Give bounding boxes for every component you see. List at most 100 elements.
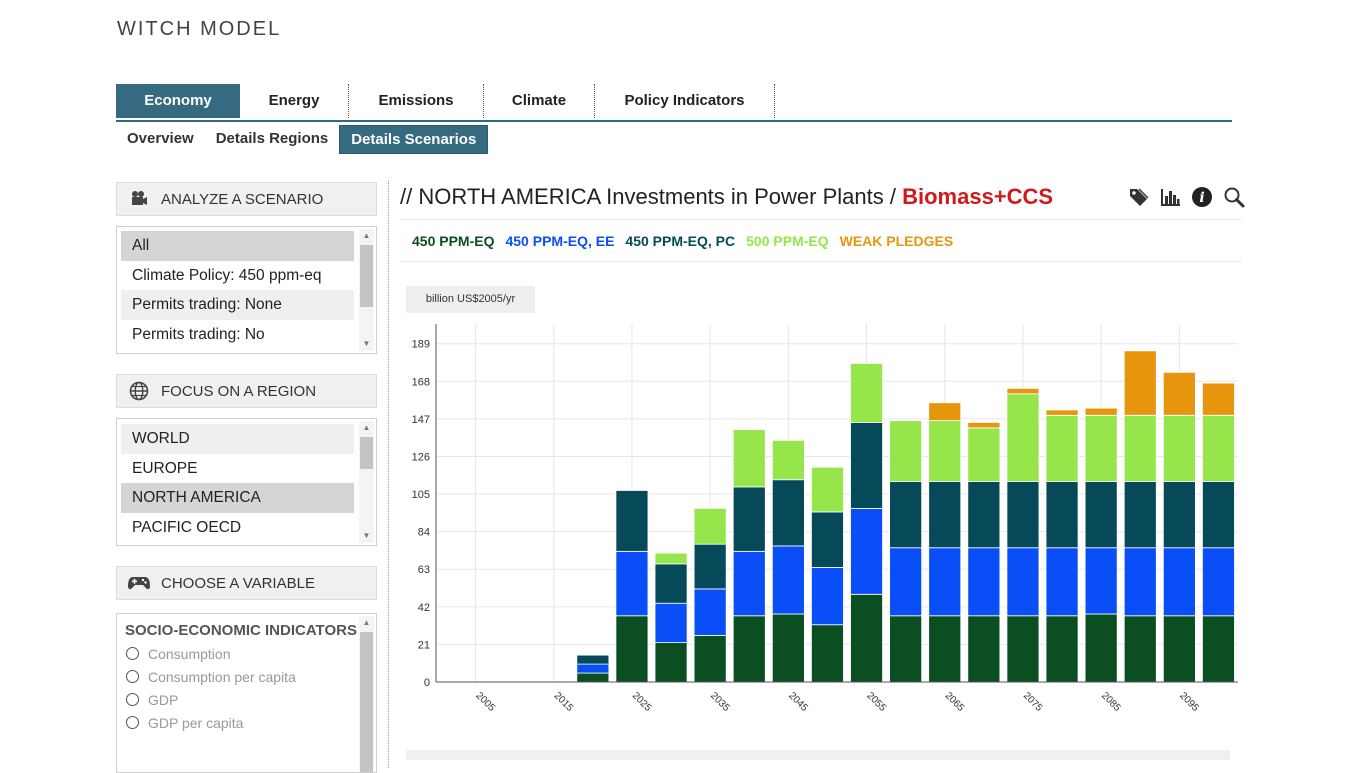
bar-segment-3: [928, 481, 962, 549]
bar-segment-2: [576, 663, 610, 674]
bar-segment-3: [1045, 481, 1079, 549]
chart-title-highlight: Biomass+CCS: [902, 184, 1054, 209]
bar-segment-3: [576, 654, 610, 665]
scroll-thumb[interactable]: [360, 245, 373, 307]
bar-segment-1: [615, 615, 649, 683]
chart-title: // NORTH AMERICA Investments in Power Pl…: [400, 184, 1053, 210]
region-scrollbar[interactable]: ▲ ▼: [359, 421, 374, 543]
legend-item-450-ppm-eq-pc[interactable]: 450 PPM-EQ, PC: [625, 233, 736, 249]
bar-segment-2: [1162, 547, 1196, 617]
bar-segment-3: [1202, 481, 1235, 549]
variable-scrollbar[interactable]: ▲: [359, 616, 374, 772]
scenario-list[interactable]: All Climate Policy: 450 ppm-eq Permits t…: [116, 226, 377, 354]
x-tick-label: 2085: [1099, 690, 1123, 714]
app-brand: WITCH MODEL: [117, 18, 282, 40]
tab-energy[interactable]: Energy: [240, 84, 349, 118]
region-list[interactable]: WORLD EUROPE NORTH AMERICA PACIFIC OECD …: [116, 418, 377, 546]
x-tick-label: 2035: [708, 690, 732, 714]
bar-segment-4: [1084, 414, 1118, 482]
scenario-item-all[interactable]: All: [121, 231, 354, 261]
radio-circle-icon[interactable]: [126, 647, 139, 660]
radio-gdp-per-capita[interactable]: GDP per capita: [117, 711, 376, 734]
chart-bars: [576, 350, 1235, 683]
subtab-details-scenarios[interactable]: Details Scenarios: [339, 125, 489, 154]
bar-segment-2: [1123, 547, 1157, 617]
scenario-scrollbar[interactable]: ▲ ▼: [359, 229, 374, 351]
bar-chart-icon[interactable]: [1158, 185, 1182, 209]
bar-segment-1: [732, 615, 766, 683]
region-item-north-america[interactable]: NORTH AMERICA: [121, 483, 354, 513]
bar-segment-4: [811, 466, 844, 513]
svg-text:i: i: [1199, 190, 1204, 206]
bar-segment-1: [576, 672, 610, 683]
subtab-details-regions[interactable]: Details Regions: [215, 130, 329, 147]
variable-list[interactable]: SOCIO-ECONOMIC INDICATORS Consumption Co…: [116, 613, 377, 773]
x-tick-label: 2065: [943, 690, 967, 714]
scroll-down-arrow-icon[interactable]: ▼: [362, 339, 371, 348]
scroll-thumb[interactable]: [360, 437, 373, 469]
radio-circle-icon[interactable]: [126, 670, 139, 683]
scenario-item-permits-none[interactable]: Permits trading: None: [121, 290, 354, 320]
scroll-down-arrow-icon[interactable]: ▼: [362, 531, 371, 540]
scenario-item-climate-policy[interactable]: Climate Policy: 450 ppm-eq: [132, 266, 322, 284]
zoom-icon[interactable]: [1222, 185, 1246, 209]
bar-segment-3: [967, 481, 1001, 549]
bar-segment-4: [850, 362, 883, 423]
info-icon[interactable]: i: [1190, 185, 1214, 209]
bar-segment-2: [654, 602, 688, 644]
x-tick-label: 2075: [1021, 690, 1045, 714]
x-tick-label: 2005: [473, 690, 497, 714]
region-section-title: FOCUS ON A REGION: [161, 382, 317, 400]
scroll-up-arrow-icon[interactable]: ▲: [362, 231, 371, 240]
bar-segment-1: [771, 613, 805, 683]
bar-segment-2: [1084, 547, 1118, 615]
stacked-bar-chart: 0 21 42 63 84 105 126 147 168 189 2005 2015 2025 2035…: [412, 324, 1238, 714]
bar-segment-4: [693, 507, 727, 545]
radio-circle-icon[interactable]: [126, 716, 139, 729]
x-tick-label: 2055: [864, 690, 888, 714]
scenario-item-permits-no[interactable]: Permits trading: No: [132, 325, 265, 343]
bar-segment-4: [967, 427, 1001, 482]
y-tick-label: 126: [412, 451, 430, 463]
tab-climate[interactable]: Climate: [484, 84, 595, 118]
scroll-up-arrow-icon[interactable]: ▲: [362, 423, 371, 432]
variable-group-label: SOCIO-ECONOMIC INDICATORS: [125, 622, 357, 639]
radio-consumption[interactable]: Consumption: [117, 642, 376, 665]
bar-segment-1: [928, 615, 962, 683]
bar-segment-2: [732, 550, 766, 617]
legend-item-450-ppm-eq-ee[interactable]: 450 PPM-EQ, EE: [505, 233, 615, 249]
region-item-world[interactable]: WORLD: [121, 424, 354, 454]
radio-circle-icon[interactable]: [126, 693, 139, 706]
radio-consumption-per-capita[interactable]: Consumption per capita: [117, 665, 376, 688]
bar-segment-1: [1162, 615, 1196, 683]
bar-segment-5: [1202, 382, 1235, 416]
bar-segment-2: [1006, 547, 1040, 617]
radio-label: GDP per capita: [148, 714, 244, 731]
bar-segment-3: [771, 479, 805, 547]
tab-emissions[interactable]: Emissions: [349, 84, 484, 118]
bar-segment-2: [693, 588, 727, 636]
scroll-up-arrow-icon[interactable]: ▲: [362, 618, 371, 627]
bar-segment-1: [654, 642, 688, 683]
region-item-europe[interactable]: EUROPE: [132, 459, 198, 477]
bar-segment-1: [1045, 615, 1079, 683]
bar-segment-4: [1006, 393, 1040, 482]
bar-segment-2: [967, 547, 1001, 617]
scroll-thumb[interactable]: [360, 632, 373, 772]
legend-item-weak-pledges[interactable]: WEAK PLEDGES: [839, 233, 954, 249]
x-tick-label: 2015: [552, 690, 576, 714]
tag-icon[interactable]: [1126, 185, 1150, 209]
tab-policy-indicators[interactable]: Policy Indicators: [595, 84, 775, 118]
bar-segment-4: [654, 552, 688, 565]
subtab-overview[interactable]: Overview: [127, 130, 194, 147]
tab-economy[interactable]: Economy: [116, 84, 240, 118]
x-tick-label: 2095: [1177, 690, 1201, 714]
bar-segment-2: [850, 507, 883, 595]
bar-segment-4: [732, 429, 766, 488]
radio-gdp[interactable]: GDP: [117, 688, 376, 711]
bar-segment-5: [1006, 388, 1040, 395]
legend-item-500-ppm-eq[interactable]: 500 PPM-EQ: [746, 233, 829, 249]
legend-item-450-ppm-eq[interactable]: 450 PPM-EQ: [412, 233, 495, 249]
bar-segment-5: [1123, 350, 1157, 416]
region-item-pacific-oecd[interactable]: PACIFIC OECD: [132, 518, 242, 536]
